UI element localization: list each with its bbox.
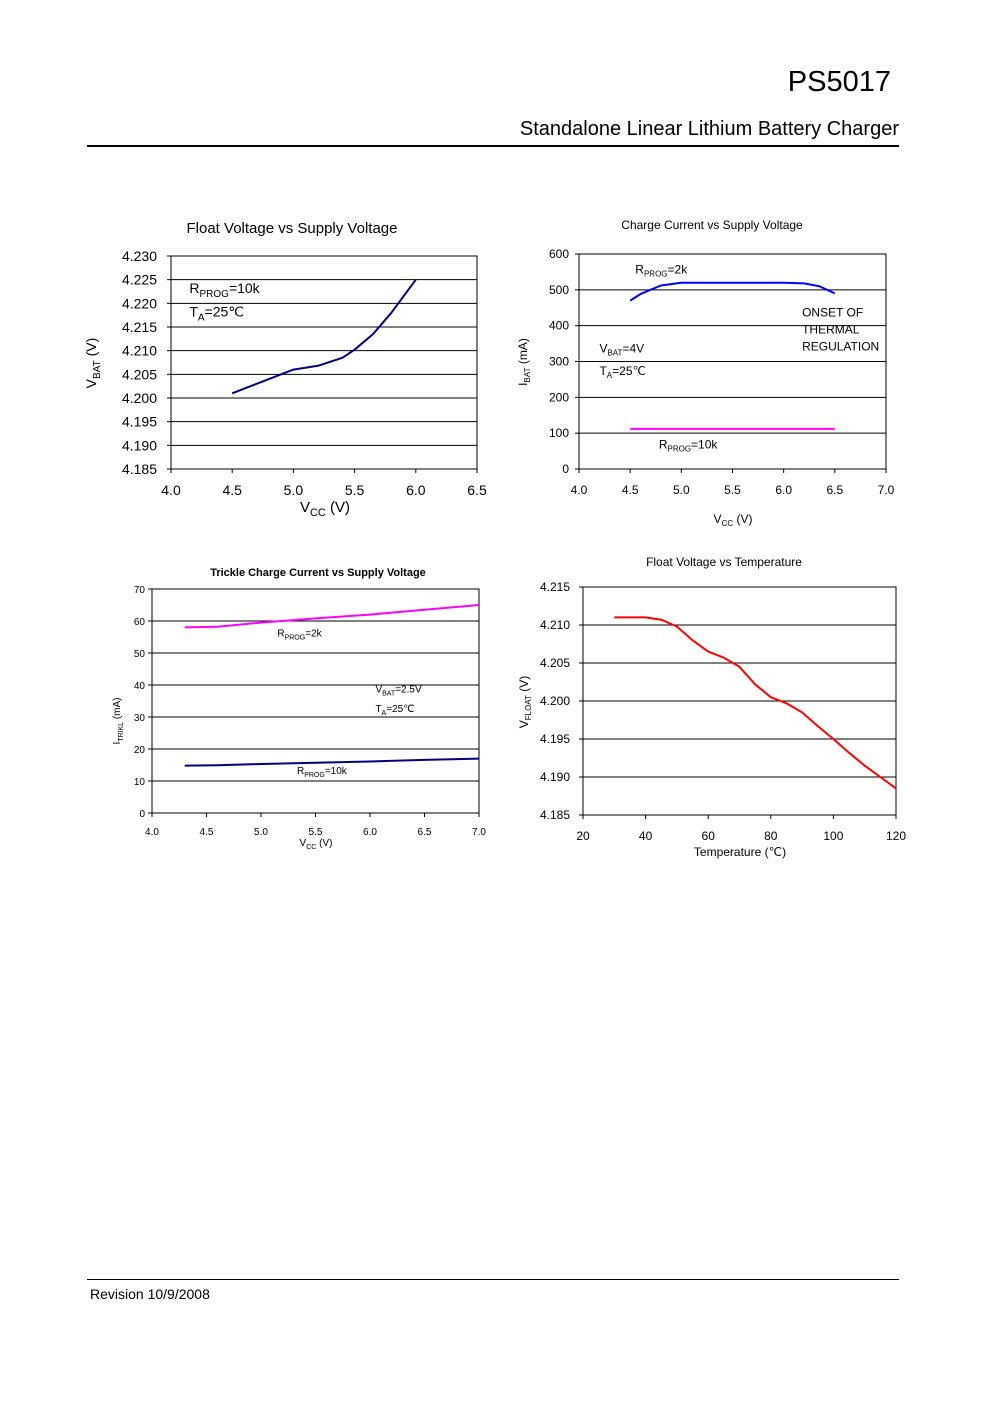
y-axis-label: IBAT​ (mA)	[516, 338, 532, 386]
series-line	[629, 281, 836, 302]
chart-annotation: REGULATION	[802, 339, 879, 353]
x-axis-label: Temperature (℃)	[694, 845, 786, 859]
y-tick-label: 4.190	[122, 437, 157, 453]
y-tick-label: 20	[134, 745, 146, 756]
x-tick-label: 4.0	[145, 827, 159, 838]
y-tick-label: 4.185	[540, 808, 570, 822]
x-tick-label: 60	[702, 829, 716, 843]
footer-rule	[87, 1279, 899, 1280]
x-tick-label: 6.0	[363, 827, 377, 838]
chart-annotation: RPROG​=10k	[659, 438, 719, 454]
y-tick-label: 200	[549, 390, 569, 404]
series-line	[184, 604, 480, 629]
y-tick-label: 40	[134, 681, 146, 692]
x-tick-label: 120	[886, 829, 906, 843]
y-axis-label: VFLOAT​ (V)	[517, 676, 533, 729]
chart-annotation: VBAT​=2.5V	[375, 685, 422, 698]
x-tick-label: 4.0	[161, 482, 181, 498]
x-tick-label: 4.5	[222, 482, 242, 498]
x-tick-label: 7.0	[472, 827, 486, 838]
y-tick-label: 300	[549, 355, 569, 369]
y-tick-label: 500	[549, 283, 569, 297]
y-tick-label: 60	[134, 617, 146, 628]
x-tick-label: 5.5	[724, 483, 741, 497]
chart-annotation: RPROG​=10k	[189, 280, 260, 300]
chart-title: Trickle Charge Current vs Supply Voltage	[210, 567, 426, 579]
y-tick-label: 4.185	[122, 461, 157, 477]
x-tick-label: 4.0	[571, 483, 588, 497]
series-line	[184, 757, 480, 767]
chart-annotation: TA​=25℃	[599, 364, 646, 380]
y-tick-label: 4.210	[122, 343, 157, 359]
x-tick-label: 5.0	[284, 482, 304, 498]
y-tick-label: 70	[134, 585, 146, 596]
y-tick-label: 4.225	[122, 272, 157, 288]
x-tick-label: 6.5	[826, 483, 843, 497]
y-tick-label: 4.190	[540, 770, 570, 784]
chart-annotation: ONSET OF	[802, 306, 863, 320]
chart-annotation: RPROG​=2k	[635, 263, 688, 279]
y-axis-label: ITRIKL​ (mA)	[112, 697, 125, 744]
x-tick-label: 100	[823, 829, 843, 843]
chart-title: Float Voltage vs Temperature	[646, 555, 802, 569]
x-tick-label: 5.0	[254, 827, 268, 838]
plot-frame	[170, 255, 478, 470]
header-rule	[87, 145, 899, 147]
y-tick-label: 4.220	[122, 295, 157, 311]
x-tick-label: 7.0	[878, 483, 895, 497]
x-tick-label: 4.5	[200, 827, 214, 838]
y-tick-label: 4.210	[540, 618, 570, 632]
chart-annotation: RPROG​=10k	[297, 766, 348, 779]
y-tick-label: 4.205	[540, 656, 570, 670]
series-line	[614, 616, 897, 790]
y-tick-label: 600	[549, 247, 569, 261]
y-tick-label: 30	[134, 713, 146, 724]
chart-annotation: TA​=25℃	[375, 704, 414, 717]
x-tick-label: 6.5	[418, 827, 432, 838]
y-tick-label: 4.230	[122, 248, 157, 264]
chart-annotation: THERMAL	[802, 323, 860, 337]
y-axis-label: VBAT​ (V)	[83, 338, 103, 389]
y-tick-label: 4.195	[540, 732, 570, 746]
y-tick-label: 400	[549, 319, 569, 333]
y-tick-label: 50	[134, 649, 146, 660]
part-number: PS5017	[787, 66, 891, 98]
x-tick-label: 20	[576, 829, 590, 843]
x-axis-label: VCC​ (V)	[300, 838, 333, 851]
revision-text: Revision 10/9/2008	[90, 1286, 210, 1302]
y-tick-label: 0	[139, 809, 145, 820]
y-tick-label: 4.195	[122, 414, 157, 430]
x-axis-label: VCC​ (V)	[300, 499, 350, 519]
x-tick-label: 5.5	[309, 827, 323, 838]
document-subtitle: Standalone Linear Lithium Battery Charge…	[519, 118, 899, 140]
x-tick-label: 6.0	[406, 482, 426, 498]
chart-annotation: TA​=25℃	[189, 304, 244, 324]
x-tick-label: 80	[764, 829, 778, 843]
chart-annotation: VBAT​=4V	[599, 342, 644, 358]
x-tick-label: 5.0	[673, 483, 690, 497]
x-tick-label: 6.0	[775, 483, 792, 497]
y-tick-label: 4.200	[540, 694, 570, 708]
chart-annotation: RPROG​=2k	[277, 628, 322, 641]
x-axis-label: VCC​ (V)	[714, 512, 753, 528]
y-tick-label: 100	[549, 426, 569, 440]
x-tick-label: 5.5	[345, 482, 365, 498]
series-line	[231, 279, 417, 395]
y-tick-label: 4.200	[122, 390, 157, 406]
chart-title: Charge Current vs Supply Voltage	[621, 218, 803, 232]
y-tick-label: 4.215	[122, 319, 157, 335]
y-tick-label: 4.205	[122, 366, 157, 382]
y-tick-label: 0	[562, 462, 569, 476]
x-tick-label: 40	[639, 829, 653, 843]
y-tick-label: 10	[134, 777, 146, 788]
chart-title: Float Voltage vs Supply Voltage	[187, 220, 398, 237]
y-tick-label: 4.215	[540, 580, 570, 594]
x-tick-label: 6.5	[467, 482, 487, 498]
x-tick-label: 4.5	[622, 483, 639, 497]
